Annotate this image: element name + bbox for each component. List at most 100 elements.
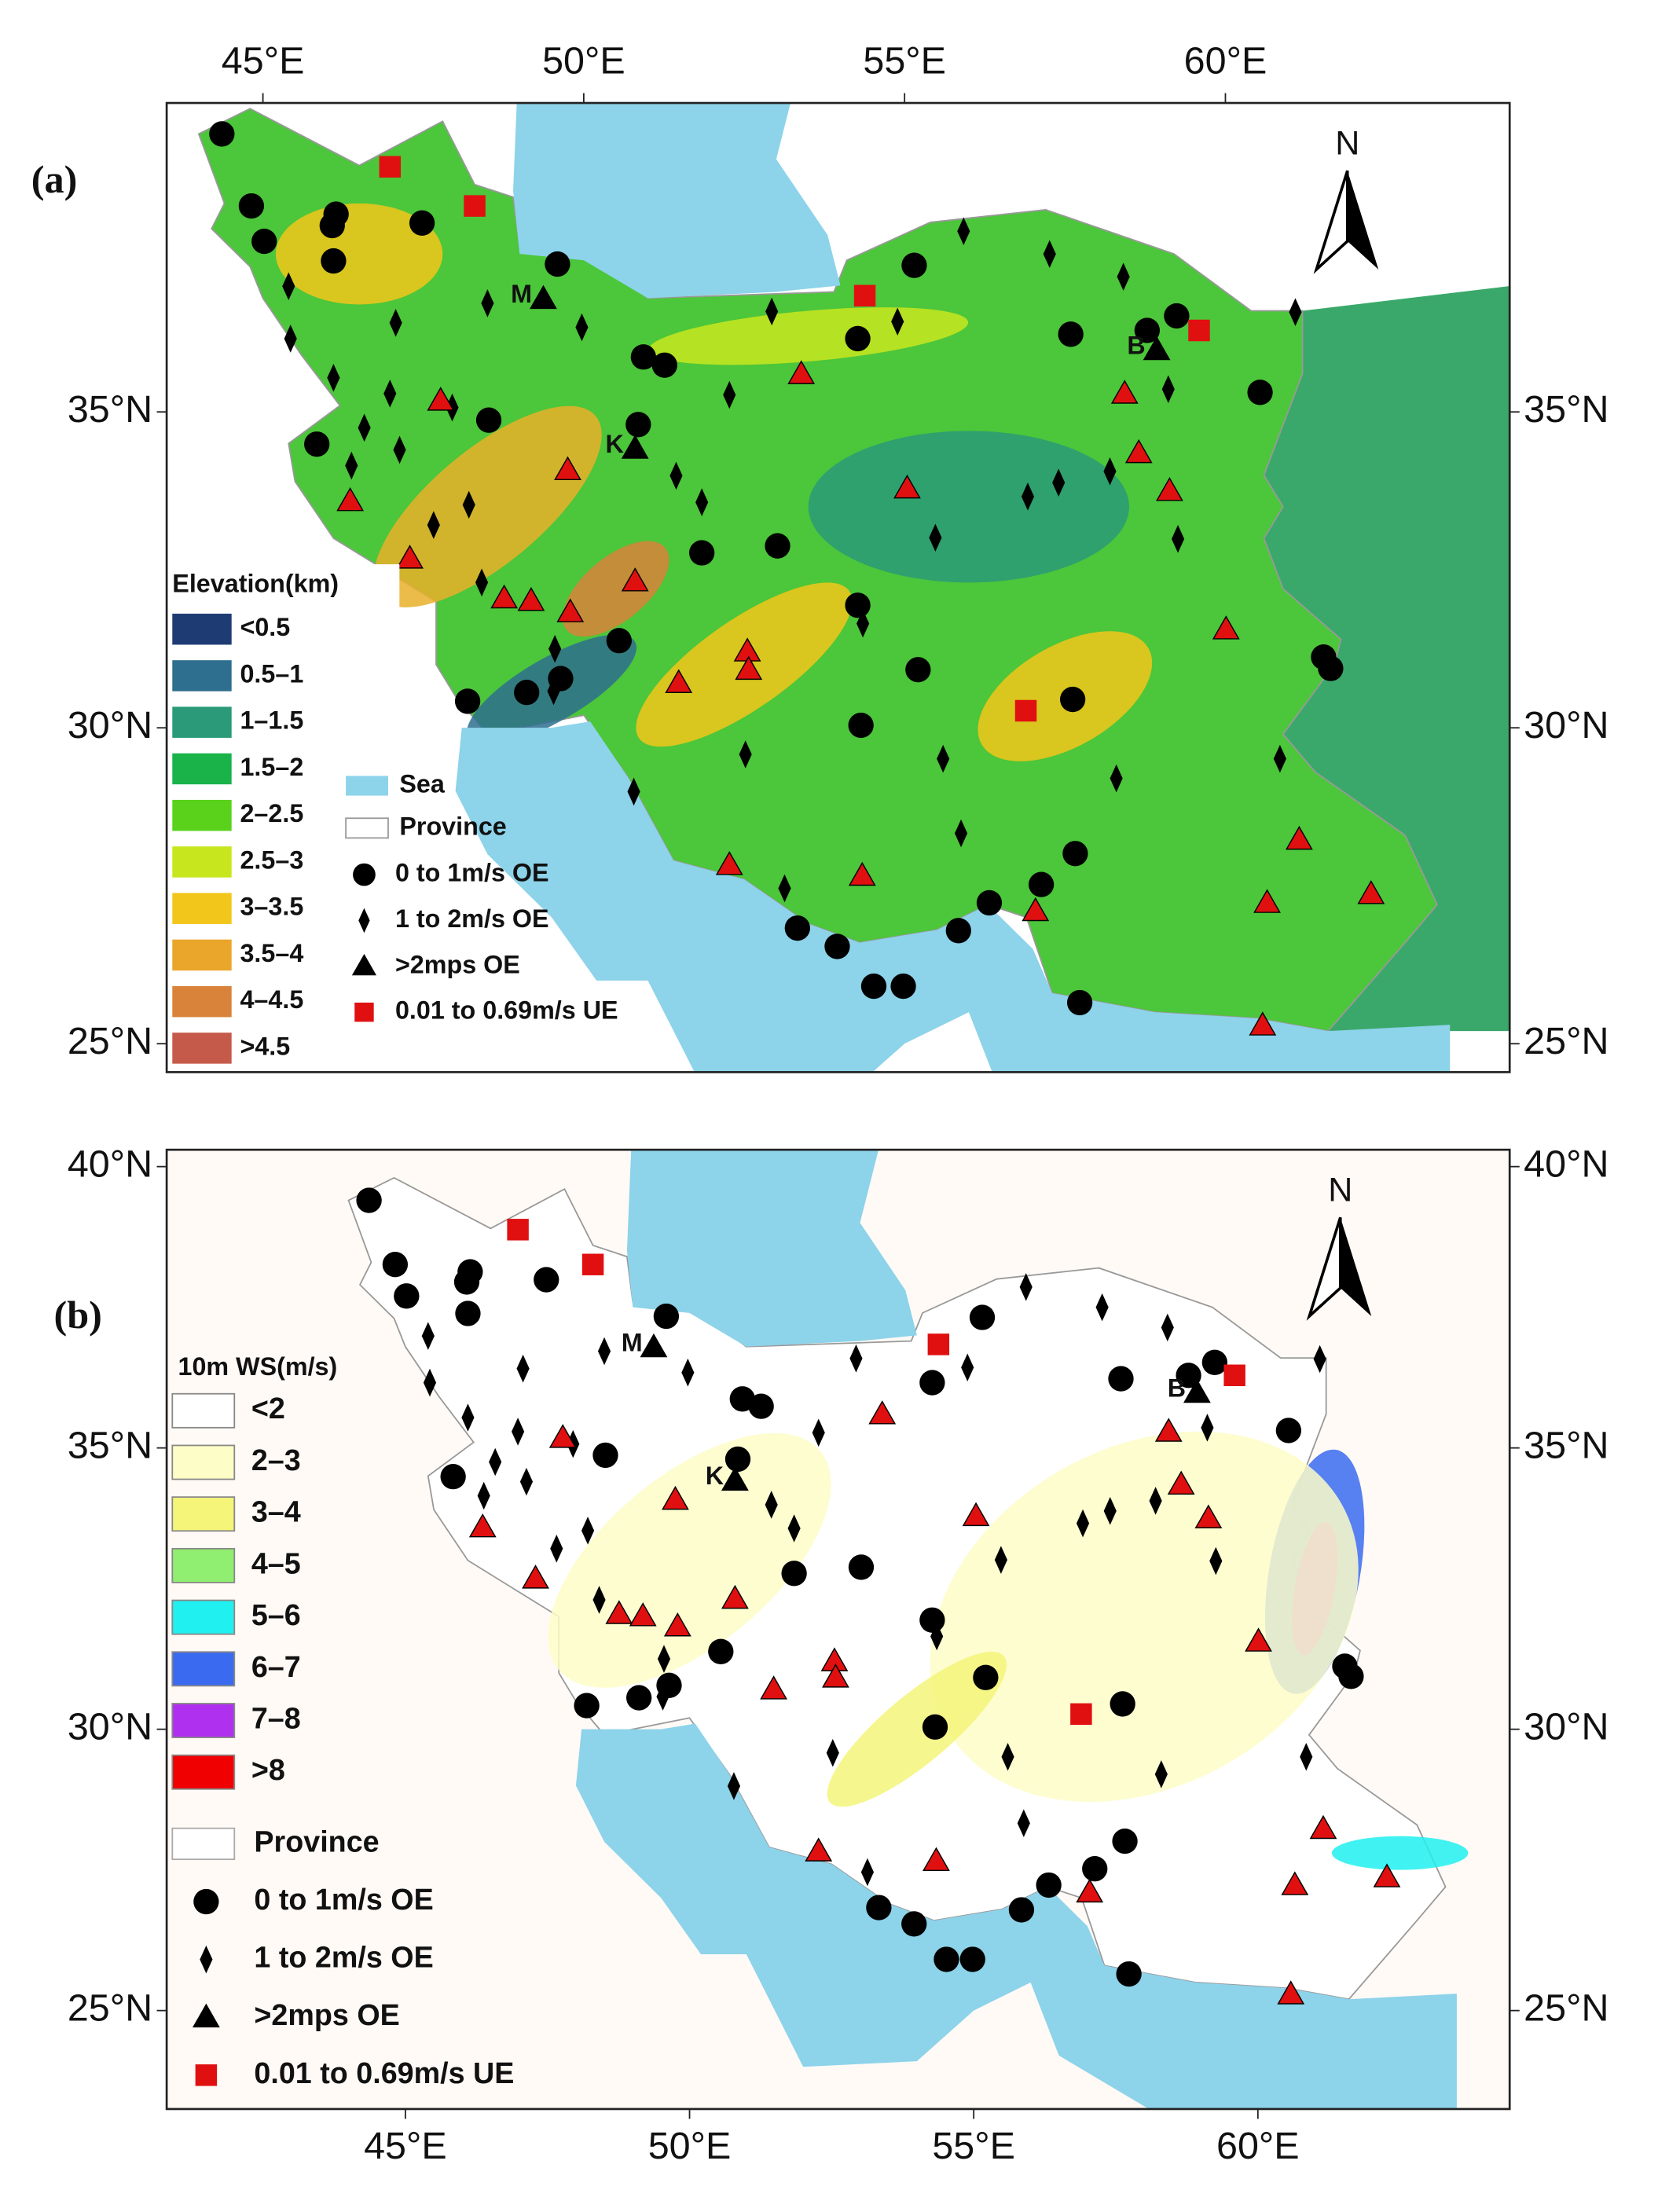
station-marker [868,1400,897,1425]
station-marker [358,413,371,442]
station-marker [455,1300,481,1326]
legend-label: >4.5 [240,1032,290,1060]
station-marker [1253,889,1281,913]
legend-swatch [172,1033,232,1064]
station-marker [1154,1418,1183,1442]
legend-label: 2.5–3 [240,846,303,874]
station-marker [1103,1497,1117,1525]
station-marker [1212,615,1240,640]
legend-label: 0.01 to 0.69m/s UE [395,996,618,1025]
station-marker [382,1252,409,1278]
station-marker [901,252,927,278]
terrain-patch [808,431,1129,583]
terrain-patch [930,1431,1359,1803]
y-tick-label: 40°N [1524,1143,1608,1185]
terrain-patch [548,1432,831,1688]
station-marker [393,435,406,464]
station-marker [1070,1703,1092,1726]
station-marker [195,2064,218,2086]
station-marker [606,628,632,654]
station-marker [1277,1980,1305,2005]
y-tick-label: 30°N [1524,1705,1608,1748]
station-marker [1112,1828,1138,1854]
x-tick-label: 55°E [863,40,946,83]
station-marker [304,431,330,457]
station-marker [1110,380,1139,404]
legend-label: 0.01 to 0.69m/s UE [254,2056,514,2089]
y-tick-label: 25°N [68,1020,152,1062]
station-marker [1076,1878,1104,1903]
map-background [167,103,1510,1073]
station-marker [669,461,683,490]
station-marker [1028,871,1055,897]
y-tick-label: 40°N [68,1143,152,1185]
legend-label: 3–3.5 [240,893,303,921]
station-marker [969,1304,996,1330]
station-marker [427,387,455,411]
station-marker [353,863,376,886]
station-label: M [622,1328,643,1356]
station-marker [200,1945,213,1974]
station-marker [760,1675,787,1700]
station-marker [1021,482,1035,511]
legend-label: 0 to 1m/s OE [254,1883,433,1916]
station-marker [1209,1546,1223,1576]
station-marker [1143,336,1171,361]
terrain-patch [373,405,602,607]
stations: M K B [356,1187,1401,2005]
station-marker [848,712,874,739]
station-marker [922,1714,948,1740]
legend: 10m WS(m/s) <2 2–3 3–4 4–5 5–6 6–7 7–8 >8 Provinc… [171,1352,514,2089]
station-marker [421,1322,435,1350]
station-marker [934,1946,959,1972]
station-marker [556,598,585,622]
station-marker [656,1682,669,1711]
station-marker [512,1418,525,1446]
legend-swatch [171,1444,236,1480]
station-marker [853,284,876,307]
station-marker [1285,825,1313,850]
station-marker [192,2003,220,2028]
station-marker [640,1333,668,1358]
north-label: N [1328,1171,1352,1209]
country-land [347,1176,1447,2001]
station-marker [356,1187,382,1213]
station-label: M [511,280,532,308]
neighbour-land [1264,286,1510,1032]
sea [626,1150,917,1347]
legend-swatch [171,1599,236,1635]
x-tick-label: 60°E [1184,40,1267,83]
station-marker [1124,438,1153,464]
station-marker [1108,1366,1134,1392]
station-marker [930,1622,944,1651]
station-marker [354,1002,374,1022]
station-marker [1171,525,1185,553]
station-marker [1183,1378,1211,1403]
legend-label: >2mps OE [395,950,520,978]
station-marker [251,228,277,255]
station-marker [522,1565,549,1589]
station-marker [893,474,921,499]
station-marker [651,352,677,378]
station-marker [721,1466,749,1491]
station-marker [545,251,570,277]
station-marker [1201,1414,1214,1442]
station-marker [739,740,752,769]
station-marker [663,1612,691,1637]
legend-label: 4–4.5 [240,985,303,1014]
station-marker [1043,240,1056,268]
station-marker [517,587,545,611]
station-marker [621,567,649,592]
station-marker [905,657,931,683]
legend-label: Province [399,812,506,840]
map-panel: 45°E 50°E 55°E 60°E 35°N 35°N 30°N 30°N 25°N 25°N… [31,40,1608,1073]
station-marker [629,1602,657,1627]
legend-label: 4–5 [251,1546,301,1579]
station-marker [662,1485,689,1510]
x-tick-label: 45°E [222,40,305,83]
station-marker [475,407,502,433]
y-tick-label: 25°N [1524,1986,1608,2029]
station-marker [1156,477,1183,501]
terrain-patch [648,307,969,365]
y-tick-label: 35°N [1524,1424,1608,1466]
